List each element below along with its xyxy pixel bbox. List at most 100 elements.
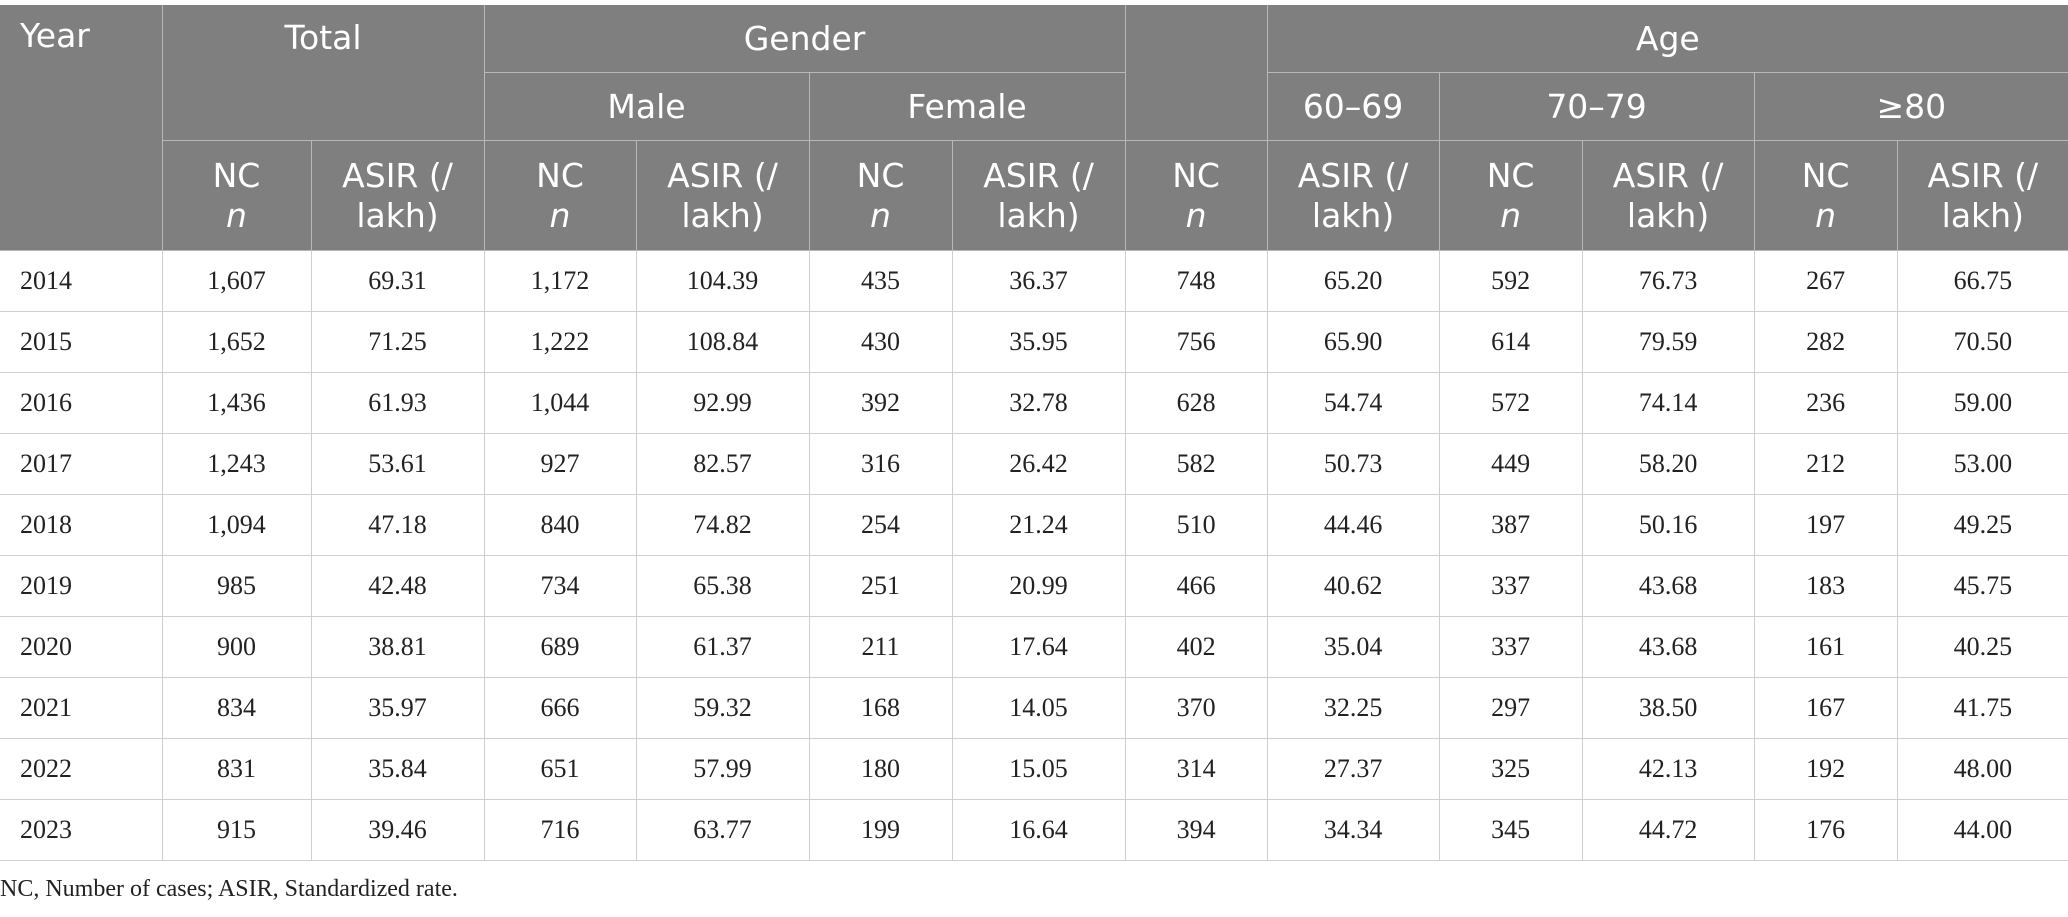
- cell-asir-total: 61.93: [311, 372, 485, 434]
- cell-nc-total: 1,436: [162, 372, 312, 434]
- subheader-asir-total: ASIR (/lakh): [311, 140, 485, 251]
- male-header: Male: [484, 72, 810, 141]
- cell-nc-70-79: 387: [1439, 494, 1583, 556]
- year-cell: 2016: [0, 372, 163, 434]
- table-row: 2014 1,607 69.31 1,172 104.39 435 36.37 748 65.2…: [0, 250, 2068, 312]
- cell-asir-70-79: 58.20: [1582, 433, 1755, 495]
- nc-label-line2: n: [549, 195, 571, 235]
- nc-label-line1: NC: [1486, 155, 1535, 195]
- total-header: Total: [162, 5, 485, 141]
- cell-nc-80-plus: 161: [1754, 616, 1898, 678]
- cell-asir-total: 42.48: [311, 555, 485, 617]
- cell-nc-female: 435: [809, 250, 953, 312]
- age-60-69-header: 60–69: [1267, 72, 1440, 141]
- gender-header: Gender: [484, 5, 1126, 73]
- cell-asir-60-69: 34.34: [1267, 799, 1440, 861]
- year-cell: 2022: [0, 738, 163, 800]
- cell-nc-extra: 370: [1125, 677, 1268, 739]
- table-header: Year Total Gender Age Male Female 60–69 …: [0, 5, 2068, 251]
- female-header: Female: [809, 72, 1126, 141]
- cell-asir-male: 104.39: [636, 250, 810, 312]
- cell-asir-female: 26.42: [952, 433, 1126, 495]
- cell-asir-female: 35.95: [952, 311, 1126, 373]
- cell-asir-total: 47.18: [311, 494, 485, 556]
- cell-asir-70-79: 74.14: [1582, 372, 1755, 434]
- subheader-asir-70-79: ASIR (/lakh): [1582, 140, 1755, 251]
- cell-asir-male: 82.57: [636, 433, 810, 495]
- year-cell: 2021: [0, 677, 163, 739]
- cell-asir-80-plus: 59.00: [1897, 372, 2068, 434]
- cell-asir-60-69: 50.73: [1267, 433, 1440, 495]
- age-70-79-header: 70–79: [1439, 72, 1755, 141]
- cell-nc-extra: 748: [1125, 250, 1268, 312]
- nc-label-line2: n: [1185, 195, 1207, 235]
- cell-asir-male: 108.84: [636, 311, 810, 373]
- cell-asir-70-79: 43.68: [1582, 555, 1755, 617]
- cell-nc-male: 927: [484, 433, 637, 495]
- subheader-nc-70-79: NC n: [1439, 140, 1583, 251]
- year-cell: 2023: [0, 799, 163, 861]
- cell-asir-70-79: 43.68: [1582, 616, 1755, 678]
- cell-nc-extra: 314: [1125, 738, 1268, 800]
- cell-asir-male: 92.99: [636, 372, 810, 434]
- cell-nc-70-79: 325: [1439, 738, 1583, 800]
- cell-nc-70-79: 592: [1439, 250, 1583, 312]
- cell-nc-70-79: 572: [1439, 372, 1583, 434]
- cell-nc-extra: 582: [1125, 433, 1268, 495]
- asir-label-line1: ASIR (/: [1927, 155, 2039, 195]
- table-footnote: NC, Number of cases; ASIR, Standardized …: [0, 876, 458, 902]
- cell-asir-female: 15.05: [952, 738, 1126, 800]
- cell-nc-total: 1,607: [162, 250, 312, 312]
- cell-asir-female: 21.24: [952, 494, 1126, 556]
- cell-nc-female: 392: [809, 372, 953, 434]
- cell-nc-extra: 402: [1125, 616, 1268, 678]
- cell-nc-70-79: 345: [1439, 799, 1583, 861]
- asir-label-line1: ASIR (/: [983, 155, 1094, 195]
- year-cell: 2015: [0, 311, 163, 373]
- cell-nc-male: 666: [484, 677, 637, 739]
- cell-asir-70-79: 44.72: [1582, 799, 1755, 861]
- asir-label-line2: lakh): [1626, 195, 1710, 235]
- asir-label-line1: ASIR (/: [1297, 155, 1409, 195]
- cell-asir-60-69: 35.04: [1267, 616, 1440, 678]
- cell-asir-70-79: 42.13: [1582, 738, 1755, 800]
- cell-nc-80-plus: 197: [1754, 494, 1898, 556]
- subheader-nc-extra: NC n: [1125, 140, 1268, 251]
- cell-asir-60-69: 54.74: [1267, 372, 1440, 434]
- cell-asir-80-plus: 45.75: [1897, 555, 2068, 617]
- table-row: 2018 1,094 47.18 840 74.82 254 21.24 510 44.46 38…: [0, 494, 2068, 556]
- cell-asir-male: 57.99: [636, 738, 810, 800]
- cell-nc-80-plus: 183: [1754, 555, 1898, 617]
- cell-nc-female: 180: [809, 738, 953, 800]
- year-cell: 2018: [0, 494, 163, 556]
- nc-label-line1: NC: [856, 155, 905, 195]
- subheader-nc-80-plus: NC n: [1754, 140, 1898, 251]
- cell-asir-total: 69.31: [311, 250, 485, 312]
- cell-nc-female: 168: [809, 677, 953, 739]
- cell-nc-total: 1,652: [162, 311, 312, 373]
- cell-nc-male: 651: [484, 738, 637, 800]
- cell-nc-70-79: 449: [1439, 433, 1583, 495]
- cell-asir-70-79: 76.73: [1582, 250, 1755, 312]
- cell-asir-60-69: 27.37: [1267, 738, 1440, 800]
- cell-nc-total: 900: [162, 616, 312, 678]
- nc-label-line2: n: [1500, 195, 1522, 235]
- age-80-plus-header: ≥80: [1754, 72, 2068, 141]
- cell-nc-70-79: 337: [1439, 555, 1583, 617]
- cell-asir-80-plus: 44.00: [1897, 799, 2068, 861]
- cell-nc-female: 211: [809, 616, 953, 678]
- cell-nc-total: 1,094: [162, 494, 312, 556]
- cell-nc-male: 840: [484, 494, 637, 556]
- cell-asir-female: 16.64: [952, 799, 1126, 861]
- nc-label-line1: NC: [536, 155, 584, 195]
- cell-nc-total: 831: [162, 738, 312, 800]
- cell-asir-70-79: 38.50: [1582, 677, 1755, 739]
- cell-asir-60-69: 40.62: [1267, 555, 1440, 617]
- cell-nc-70-79: 614: [1439, 311, 1583, 373]
- cell-nc-80-plus: 212: [1754, 433, 1898, 495]
- table-body: 2014 1,607 69.31 1,172 104.39 435 36.37 748 65.2…: [0, 250, 2068, 861]
- cell-nc-female: 254: [809, 494, 953, 556]
- year-cell: 2014: [0, 250, 163, 312]
- cell-nc-male: 1,044: [484, 372, 637, 434]
- cell-asir-70-79: 50.16: [1582, 494, 1755, 556]
